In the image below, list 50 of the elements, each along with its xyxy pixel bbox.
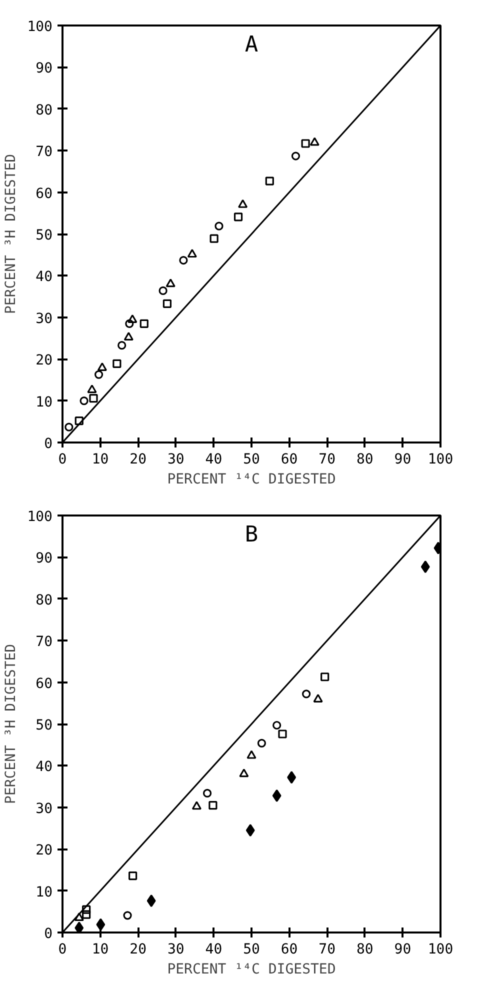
y-tick-label: 10 (36, 394, 52, 410)
y-tick-label: 20 (36, 842, 52, 859)
x-axis-title: PERCENT ¹⁴C DIGESTED (167, 962, 336, 978)
y-axis-title: PERCENT ³H DIGESTED (3, 644, 20, 804)
x-tick-label: 20 (130, 452, 147, 468)
x-tick-label: 30 (167, 942, 184, 958)
x-tick-label: 60 (280, 942, 298, 958)
x-tick-label: 80 (356, 942, 374, 958)
x-tick-label: 60 (280, 452, 298, 468)
x-tick-label: 20 (130, 942, 147, 958)
chart-title: A (244, 32, 258, 58)
y-tick-label: 70 (36, 144, 52, 160)
y-axis-title: PERCENT ³H DIGESTED (3, 154, 20, 314)
y-tick-label: 0 (44, 926, 53, 942)
x-tick-label: 90 (394, 452, 412, 468)
x-tick-label: 100 (428, 942, 454, 958)
x-tick-label: 90 (394, 942, 412, 958)
y-tick-label: 40 (36, 759, 52, 776)
y-tick-label: 10 (36, 884, 52, 900)
y-tick-label: 50 (36, 718, 52, 734)
x-tick-label: 80 (356, 452, 374, 468)
y-tick-label: 70 (36, 634, 52, 650)
y-tick-label: 30 (36, 310, 52, 327)
x-tick-label: 40 (205, 452, 222, 468)
y-tick-label: 80 (36, 102, 52, 118)
x-tick-label: 40 (205, 942, 222, 958)
x-axis-title: PERCENT ¹⁴C DIGESTED (167, 472, 336, 488)
y-tick-label: 90 (36, 60, 52, 77)
x-tick-label: 0 (58, 942, 67, 958)
x-tick-label: 70 (318, 452, 336, 468)
chart-title: B (244, 522, 258, 548)
y-tick-label: 50 (36, 228, 52, 244)
y-tick-label: 30 (36, 800, 52, 817)
y-tick-label: 60 (36, 676, 52, 692)
x-tick-label: 30 (167, 452, 184, 468)
y-tick-label: 20 (36, 352, 52, 369)
y-tick-label: 60 (36, 186, 52, 202)
y-tick-label: 100 (27, 509, 53, 525)
y-tick-label: 80 (36, 592, 52, 608)
y-tick-label: 0 (44, 436, 53, 452)
x-tick-label: 10 (92, 452, 109, 468)
y-tick-label: 100 (27, 19, 53, 35)
x-tick-label: 0 (58, 452, 67, 468)
x-tick-label: 70 (318, 942, 336, 958)
y-tick-label: 90 (36, 550, 52, 567)
x-tick-label: 50 (243, 942, 260, 958)
x-tick-label: 100 (428, 452, 454, 468)
x-tick-label: 50 (243, 452, 260, 468)
x-tick-label: 10 (92, 942, 109, 958)
y-tick-label: 40 (36, 269, 52, 286)
